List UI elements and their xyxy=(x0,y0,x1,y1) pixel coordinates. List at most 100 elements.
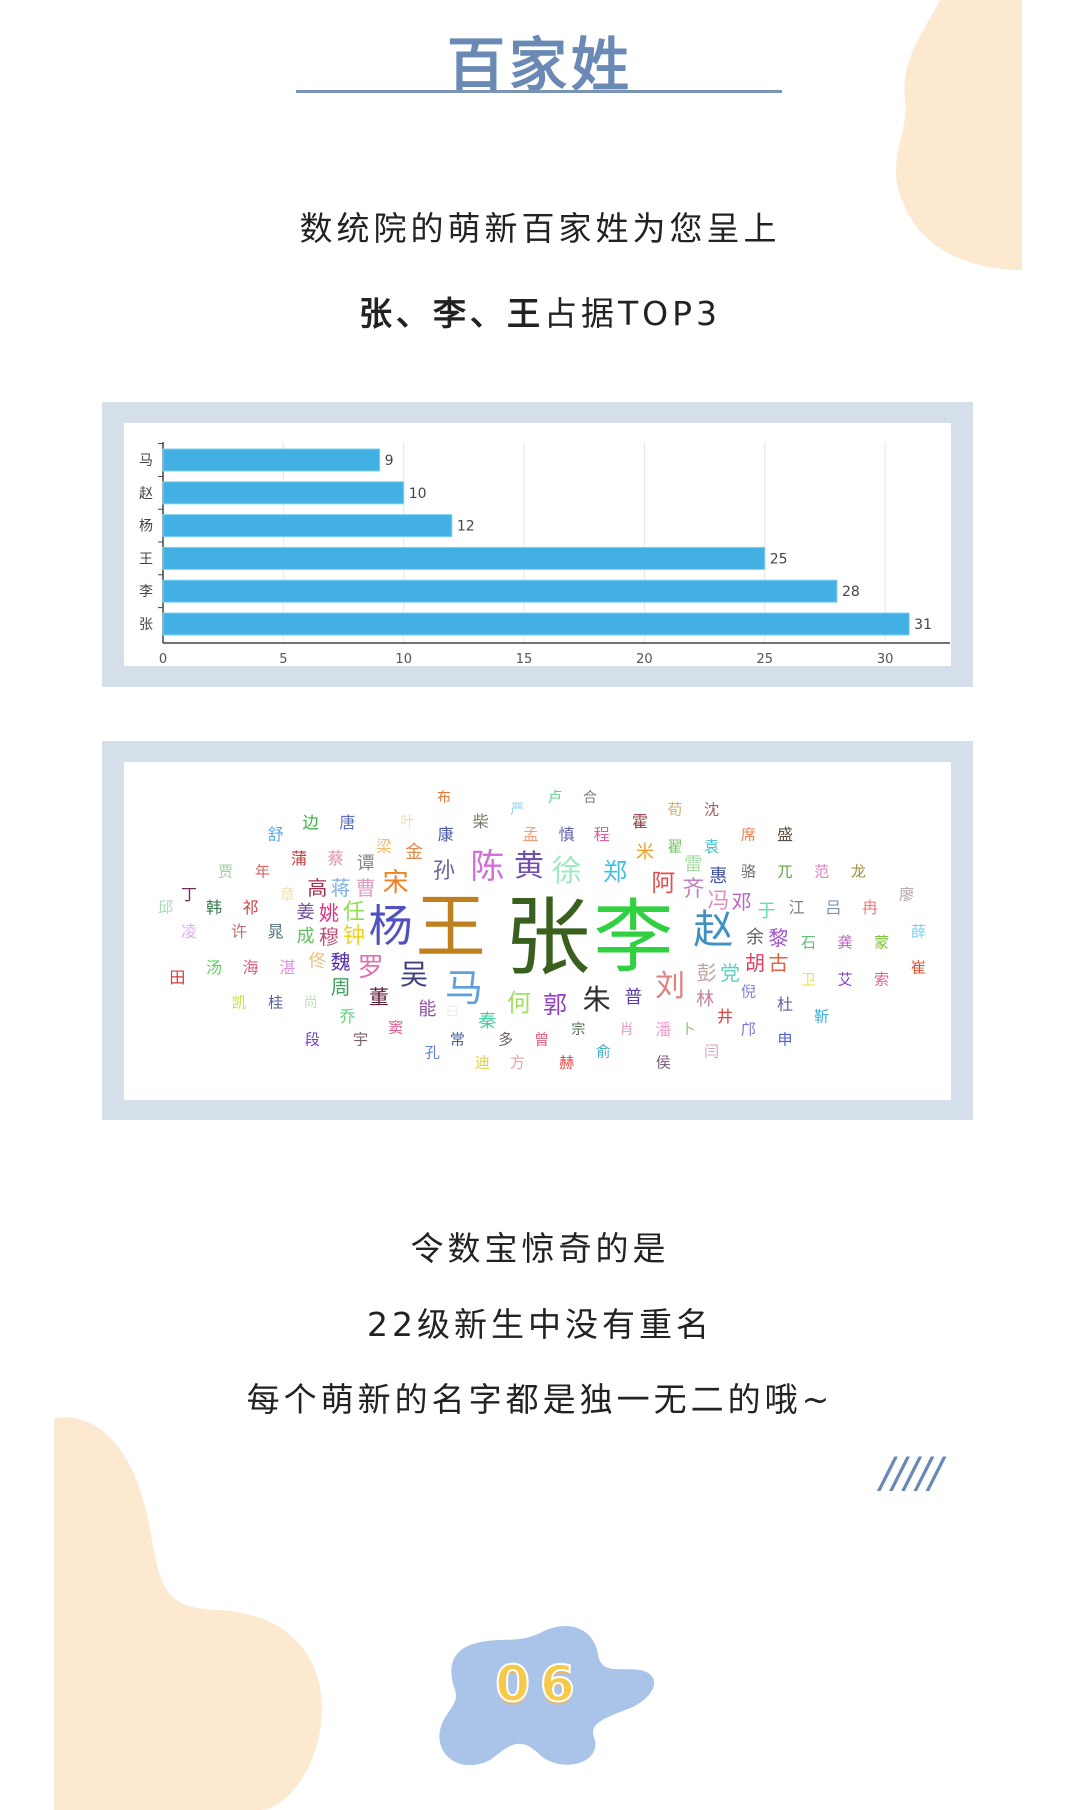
word-cloud-word: 陈 xyxy=(470,846,505,887)
word-cloud-word: 卢 xyxy=(548,790,562,807)
word-cloud-word: 海 xyxy=(242,958,259,978)
word-cloud-word: 赵 xyxy=(693,907,734,953)
word-cloud-word: 叶 xyxy=(400,814,415,831)
word-cloud-word: 胡 xyxy=(745,951,765,976)
word-cloud-word: 能 xyxy=(418,999,437,1020)
word-cloud-word: 崔 xyxy=(910,958,926,977)
word-cloud-word: 董 xyxy=(369,984,389,1009)
word-cloud-word: 湛 xyxy=(279,958,296,978)
word-cloud-word: 靳 xyxy=(814,1007,830,1026)
word-cloud-word: 蒋 xyxy=(330,876,351,901)
word-cloud-word: 尚 xyxy=(303,995,318,1012)
word-cloud-word: 孙 xyxy=(432,858,456,884)
word-cloud-word: 金 xyxy=(405,842,423,864)
bar xyxy=(162,612,910,636)
data-label: 10 xyxy=(409,486,427,502)
intro-line-2: 张、李、王占据TOP3 xyxy=(0,287,1080,335)
word-cloud-word: 段 xyxy=(304,1030,320,1049)
y-tick-label: 马 xyxy=(139,453,153,469)
intro-top3-text: 占据TOP3 xyxy=(543,294,722,333)
data-label: 28 xyxy=(842,584,860,600)
word-cloud-word: 普 xyxy=(624,987,643,1009)
x-tick-label: 25 xyxy=(756,652,773,667)
word-cloud-word: 梁 xyxy=(375,836,393,856)
word-cloud-word: 丁 xyxy=(180,885,198,904)
word-cloud-word: 唐 xyxy=(339,813,356,833)
word-cloud-word: 井 xyxy=(716,1006,734,1026)
word-cloud-word: 古 xyxy=(768,951,789,976)
word-cloud-word: 晁 xyxy=(267,921,284,941)
word-cloud-word: 凌 xyxy=(180,921,198,941)
word-cloud-word: 潘 xyxy=(655,1020,672,1039)
word-cloud-word: 龚 xyxy=(837,933,853,952)
word-cloud-word: 窦 xyxy=(388,1018,404,1037)
word-cloud-word: 肖 xyxy=(619,1022,634,1038)
y-tick-label: 王 xyxy=(139,551,153,567)
word-cloud-word: 常 xyxy=(449,1030,465,1049)
word-cloud-word: 徐 xyxy=(551,853,582,889)
word-cloud-word: 孔 xyxy=(424,1043,440,1062)
word-cloud-word: 宋 xyxy=(382,868,409,899)
word-cloud-word: 闫 xyxy=(704,1042,720,1061)
data-label: 31 xyxy=(914,617,932,633)
word-cloud-word: 曹 xyxy=(355,876,376,901)
word-cloud-word: 索 xyxy=(874,970,890,989)
word-cloud-word: 彭 xyxy=(696,961,717,986)
word-cloud-word: 王 xyxy=(415,885,486,968)
bar xyxy=(162,481,405,505)
word-cloud-word: 朱 xyxy=(582,983,611,1016)
word-cloud-word: 黄 xyxy=(514,848,544,884)
word-cloud-word: 高 xyxy=(307,876,328,901)
word-cloud-word: 汤 xyxy=(205,958,223,978)
word-cloud-word: 边 xyxy=(302,813,319,833)
word-cloud-word: 石 xyxy=(800,933,816,952)
x-tick-label: 15 xyxy=(516,652,533,667)
word-cloud-word: 蒲 xyxy=(290,849,308,869)
word-cloud-word: 阿 xyxy=(651,869,676,898)
word-cloud-word: 许 xyxy=(230,921,248,941)
word-cloud-word: 孟 xyxy=(522,825,539,844)
x-tick-label: 20 xyxy=(636,652,653,667)
data-label: 25 xyxy=(770,551,788,567)
word-cloud-word: 廖 xyxy=(899,885,915,904)
word-cloud-word: 吴 xyxy=(399,958,429,991)
page-title: 百家姓 xyxy=(446,31,633,99)
slash-decoration: ///// xyxy=(880,1448,943,1497)
word-cloud-word: 席 xyxy=(740,825,756,844)
word-cloud-word: 佟 xyxy=(308,950,327,972)
word-cloud-word: 骆 xyxy=(740,862,756,881)
word-cloud-word: 祁 xyxy=(242,898,259,918)
outro-line-3: 每个萌新的名字都是独一无二的哦~ xyxy=(246,1380,834,1419)
word-cloud-word: 林 xyxy=(696,989,714,1010)
word-cloud-word: 布 xyxy=(437,790,451,807)
title-divider xyxy=(296,90,782,93)
bar xyxy=(162,514,453,538)
y-tick-label: 李 xyxy=(139,584,153,600)
word-cloud-word: 黎 xyxy=(768,926,789,951)
word-cloud-word: 桂 xyxy=(268,993,284,1012)
bar-chart: 0 5 10 15 20 25 30 马 9 赵 10 杨 12 王 25 李 28 张 31 xyxy=(139,442,950,667)
x-tick-label: 10 xyxy=(395,652,412,667)
word-cloud-word: 穆 xyxy=(319,924,339,949)
word-cloud-word: 兀 xyxy=(777,862,793,881)
word-cloud-word: 霍 xyxy=(631,811,649,831)
word-cloud-word: 迪 xyxy=(474,1053,490,1072)
decorative-blob-top-right xyxy=(895,0,1022,270)
word-cloud-word: 罗 xyxy=(357,953,384,984)
word-cloud-word: 倪 xyxy=(740,982,756,1001)
word-cloud-word: 郑 xyxy=(603,857,627,886)
word-cloud-word: 沈 xyxy=(704,800,720,819)
word-cloud-word: 田 xyxy=(169,968,186,988)
word-cloud-word: 合 xyxy=(583,790,597,807)
word-cloud-word: 章 xyxy=(279,885,295,904)
word-cloud-word: 侯 xyxy=(655,1053,671,1072)
word-cloud-word: 魏 xyxy=(330,949,351,974)
word-cloud-word: 贾 xyxy=(218,862,234,881)
word-cloud-word: 钟 xyxy=(342,923,366,949)
word-cloud-word: 杨 xyxy=(368,900,413,952)
word-cloud-word: 秦 xyxy=(478,1010,497,1032)
word-cloud-word: 舒 xyxy=(267,825,284,844)
word-cloud-word: 马 xyxy=(444,966,484,1011)
word-cloud-word: 齐 xyxy=(682,877,705,902)
data-label: 12 xyxy=(457,519,475,535)
